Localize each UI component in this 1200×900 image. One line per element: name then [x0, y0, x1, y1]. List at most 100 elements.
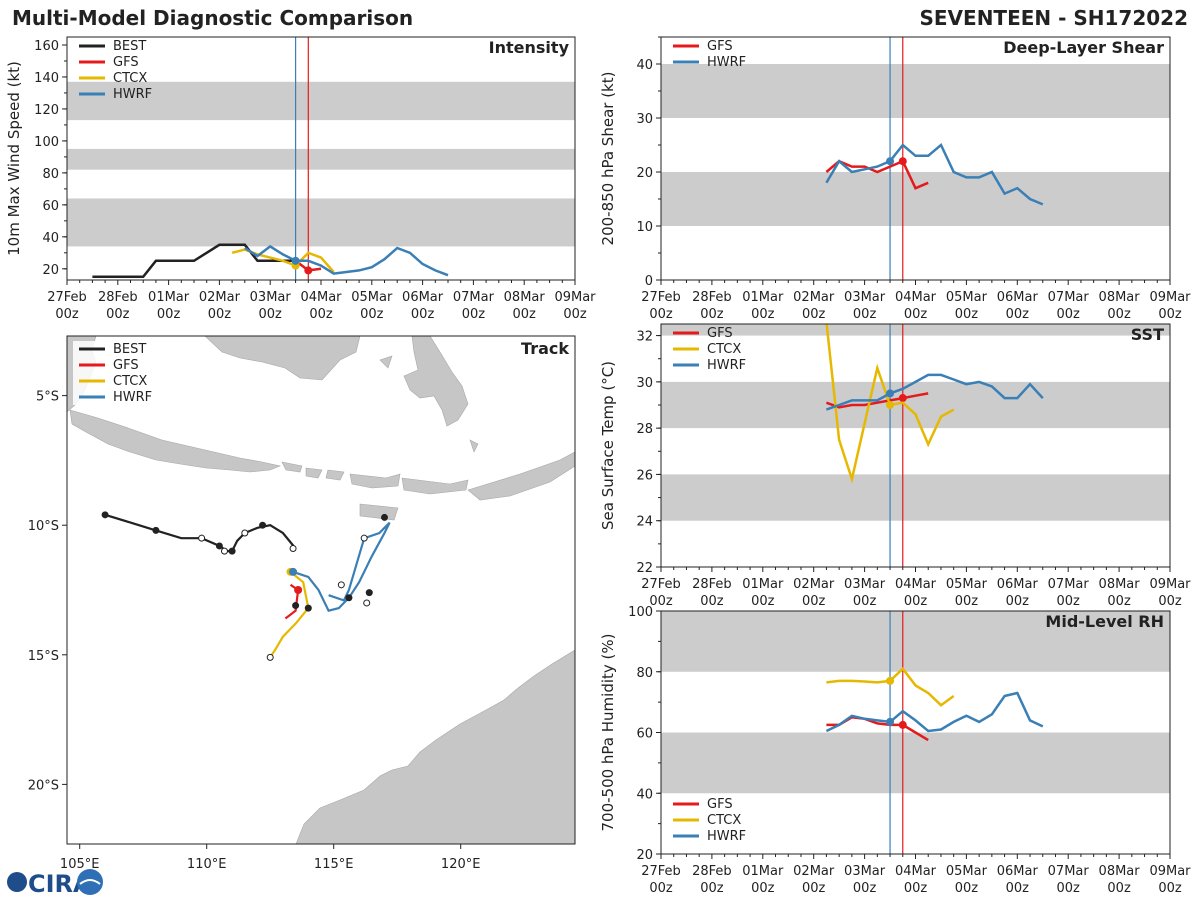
land-sulawesi	[403, 336, 469, 427]
xtick-label-date: 28Feb	[692, 864, 732, 879]
panel-title: Deep-Layer Shear	[1003, 38, 1164, 57]
xtick-label-hour: 00z	[411, 307, 435, 322]
xtick-label-date: 27Feb	[47, 290, 87, 305]
series-hwrf	[825, 142, 1044, 206]
xtick-label-date: 04Mar	[895, 864, 937, 879]
track-xtick-label: 110°E	[187, 857, 227, 872]
land-lesser-sunda-west	[281, 461, 401, 489]
xtick-label-hour: 00z	[1107, 594, 1131, 609]
band-1	[661, 64, 1170, 118]
band-0	[67, 198, 575, 247]
best-point-open	[337, 581, 345, 589]
xtick-label-date: 27Feb	[641, 864, 681, 879]
best-point-open	[241, 529, 249, 537]
series-gfs	[825, 159, 929, 190]
series-hwrf	[825, 691, 1044, 733]
xtick-label-hour: 00z	[802, 881, 826, 896]
panel-title: SST	[1131, 325, 1164, 344]
line-panels: 2040608010012014016027Feb00z28Feb00z01Ma…	[5, 36, 1191, 896]
track-frame	[66, 335, 576, 845]
legend-label-ctcx: CTCX	[707, 813, 741, 828]
xtick-label-date: 01Mar	[742, 290, 784, 305]
ytick-label: 60	[42, 199, 59, 214]
logo-globe-left	[7, 872, 27, 892]
best-point-open	[220, 547, 228, 555]
marker-gfs	[898, 720, 907, 729]
best-point-filled	[152, 526, 160, 534]
ytick-label: 40	[42, 231, 59, 246]
legend-label-gfs: GFS	[113, 55, 139, 70]
xtick-label-date: 07Mar	[1048, 864, 1090, 879]
best-point-filled	[259, 521, 267, 529]
band-2	[67, 81, 575, 121]
xtick-label-hour: 00z	[1006, 307, 1030, 322]
xtick-label-date: 07Mar	[1048, 577, 1090, 592]
xtick-label-hour: 00z	[955, 881, 979, 896]
legend-label-hwrf: HWRF	[707, 55, 746, 70]
xtick-label-date: 03Mar	[844, 290, 886, 305]
marker-gfs	[898, 157, 907, 166]
series-hwrf	[244, 244, 449, 277]
xtick-label-hour: 00z	[1057, 307, 1081, 322]
ytick-label: 120	[34, 103, 59, 118]
xtick-label-date: 09Mar	[1149, 290, 1191, 305]
legend-label-gfs: GFS	[707, 39, 733, 54]
xtick-label-date: 05Mar	[946, 577, 988, 592]
xtick-label-date: 01Mar	[148, 290, 190, 305]
ytick-label: 30	[636, 376, 653, 391]
xtick-label-date: 05Mar	[946, 290, 988, 305]
xtick-label-hour: 00z	[462, 307, 486, 322]
track-legend-label-ctcx: CTCX	[113, 374, 147, 389]
marker-ctcx	[886, 676, 895, 685]
marker-gfs	[304, 266, 313, 275]
xtick-label-date: 01Mar	[742, 577, 784, 592]
land-lesser-sunda-east	[359, 451, 575, 521]
xtick-label-hour: 00z	[751, 307, 775, 322]
ytick-label: 80	[42, 167, 59, 182]
xtick-label-date: 07Mar	[1048, 290, 1090, 305]
track-legend-bg	[73, 341, 155, 357]
xtick-label-date: 05Mar	[351, 290, 393, 305]
track-hwrf	[292, 521, 391, 612]
xtick-label-date: 02Mar	[793, 864, 835, 879]
series-hwrf	[825, 373, 1044, 411]
ytick-label: 60	[636, 727, 653, 742]
logo-swirl	[79, 879, 101, 885]
marker-hwrf	[291, 256, 300, 265]
best-point-open	[266, 653, 274, 661]
track-marker-hwrf	[289, 567, 298, 576]
band-1	[661, 611, 1170, 672]
xtick-label-date: 09Mar	[554, 290, 596, 305]
xtick-label-date: 27Feb	[641, 577, 681, 592]
xtick-label-date: 09Mar	[1149, 577, 1191, 592]
xtick-label-date: 04Mar	[895, 577, 937, 592]
land-java	[69, 409, 282, 473]
xtick-label-hour: 00z	[1158, 307, 1182, 322]
best-point-open	[360, 534, 368, 542]
best-point-filled	[215, 542, 223, 550]
track-xtick-label: 120°E	[441, 857, 481, 872]
legend-label-hwrf: HWRF	[707, 829, 746, 844]
xtick-label-date: 04Mar	[300, 290, 342, 305]
xtick-label-date: 02Mar	[793, 290, 835, 305]
ytick-label: 22	[636, 561, 653, 576]
y-axis-label: 200-850 hPa Shear (kt)	[599, 72, 617, 246]
y-axis-label: 700-500 hPa Humidity (%)	[599, 633, 617, 831]
ytick-label: 160	[34, 39, 59, 54]
track-legend-label-hwrf: HWRF	[113, 390, 152, 405]
marker-ctcx	[886, 401, 895, 409]
band-1	[661, 381, 1170, 429]
ytick-label: 40	[636, 58, 653, 73]
panel-title: Mid-Level RH	[1045, 612, 1164, 631]
best-point-filled	[101, 511, 109, 519]
xtick-label-hour: 00z	[853, 881, 877, 896]
xtick-label-hour: 00z	[513, 307, 537, 322]
panel-rh: 20 40 60 80 100 27Feb 00z 28Feb 00z 01Mar 00z 02Mar…	[599, 605, 1191, 896]
xtick-label-hour: 00z	[259, 307, 283, 322]
xtick-label-hour: 00z	[700, 881, 724, 896]
legend-label-gfs: GFS	[707, 326, 733, 341]
track-ctcx	[269, 571, 310, 659]
legend-label-gfs: GFS	[707, 797, 733, 812]
xtick-label-date: 06Mar	[997, 290, 1039, 305]
